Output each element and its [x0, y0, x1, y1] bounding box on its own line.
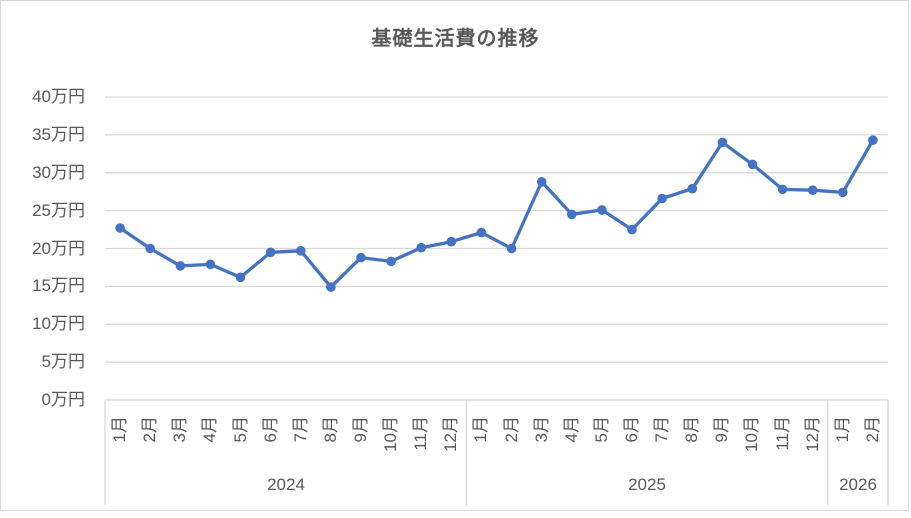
x-axis-month-label: 10月: [381, 416, 400, 452]
x-axis-month-label: 10月: [742, 416, 761, 452]
data-point-marker: [446, 236, 457, 247]
data-point-marker: [597, 205, 607, 215]
x-axis-month-label: 2月: [863, 416, 882, 443]
data-point-marker: [717, 137, 728, 148]
x-axis-month-label: 11月: [773, 416, 792, 451]
x-axis-month-label: 8月: [321, 416, 340, 443]
data-point-marker: [536, 177, 547, 187]
x-axis-year-label: 2026: [839, 475, 877, 494]
data-point-marker: [326, 282, 336, 292]
data-point-marker: [356, 252, 366, 263]
data-point-marker: [838, 187, 848, 198]
data-point-marker: [476, 227, 487, 238]
data-point-marker: [506, 243, 517, 254]
x-axis-month-label: 4月: [200, 416, 219, 443]
data-point-marker: [807, 185, 818, 195]
x-axis-month-label: 4月: [562, 416, 581, 443]
x-axis-month-label: 1月: [471, 416, 490, 443]
x-axis-month-label: 2月: [502, 416, 521, 443]
data-point-marker: [115, 223, 125, 233]
data-point-marker: [777, 184, 788, 195]
x-axis-month-label: 9月: [351, 416, 370, 443]
y-axis-tick-label: 20万円: [32, 239, 85, 258]
x-axis-month-label: 7月: [652, 416, 671, 443]
x-axis-year-label: 2024: [267, 475, 305, 494]
y-axis-tick-label: 10万円: [32, 314, 85, 333]
y-axis-tick-label: 25万円: [32, 201, 85, 220]
data-point-marker: [687, 183, 698, 194]
data-point-marker: [747, 159, 758, 170]
series-line: [118, 138, 875, 289]
data-point-marker: [416, 242, 427, 253]
y-axis-tick-label: 35万円: [32, 125, 85, 144]
y-axis-tick-label: 0万円: [41, 390, 85, 409]
x-axis-month-label: 5月: [592, 416, 611, 443]
chart-title: 基礎生活費の推移: [371, 28, 540, 50]
x-axis-month-label: 6月: [622, 416, 641, 443]
x-axis-month-label: 12月: [441, 416, 460, 452]
data-point-marker: [627, 224, 637, 235]
data-point-marker: [175, 261, 186, 271]
x-axis-year-label: 2025: [628, 475, 666, 494]
data-point-marker: [386, 256, 396, 267]
data-point-marker: [235, 272, 246, 283]
data-point-marker: [296, 246, 306, 256]
x-axis-month-label: 8月: [682, 416, 701, 443]
y-axis-tick-label: 5万円: [41, 352, 85, 371]
data-point-marker: [265, 247, 276, 258]
y-axis-tick-label: 15万円: [32, 276, 85, 295]
y-axis-tick-label: 30万円: [32, 163, 85, 182]
data-point-marker: [567, 209, 577, 220]
y-axis-tick-label: 40万円: [32, 87, 85, 106]
data-point-marker: [868, 135, 878, 145]
x-axis-month-label: 3月: [532, 416, 551, 443]
x-axis-month-label: 12月: [803, 416, 822, 452]
data-point-marker: [657, 193, 667, 204]
x-axis-month-label: 6月: [261, 416, 280, 443]
x-axis-month-label: 2月: [140, 416, 159, 443]
x-axis-month-label: 7月: [291, 416, 310, 443]
x-axis-month-label: 1月: [110, 416, 129, 443]
x-axis-month-label: 9月: [712, 416, 731, 443]
x-axis-month-label: 1月: [833, 416, 852, 443]
data-point-marker: [205, 259, 216, 270]
x-axis-month-label: 5月: [231, 416, 250, 443]
x-axis-month-label: 3月: [170, 416, 189, 443]
data-point-marker: [145, 243, 155, 254]
x-axis-month-label: 11月: [411, 416, 430, 451]
